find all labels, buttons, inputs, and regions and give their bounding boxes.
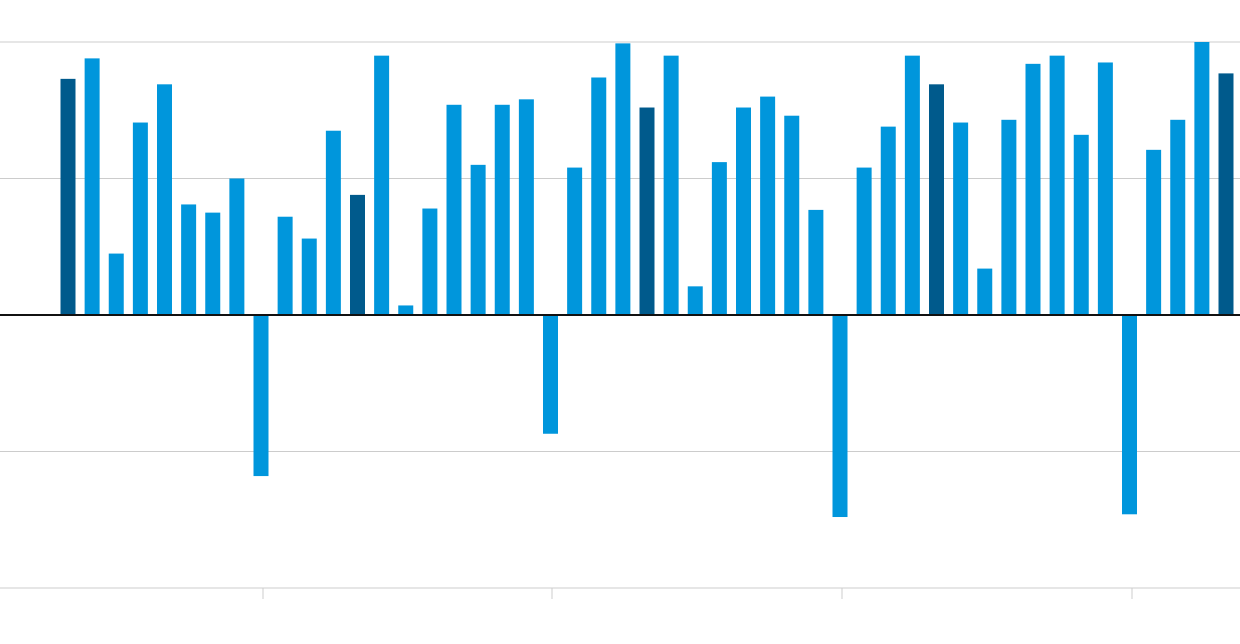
bar <box>1170 119 1186 316</box>
bar <box>1073 134 1089 315</box>
bar <box>1122 315 1137 515</box>
bar <box>856 167 872 315</box>
bar <box>229 178 245 315</box>
bar <box>277 216 293 315</box>
bar <box>108 253 124 315</box>
bar <box>1146 149 1162 315</box>
bar <box>1001 119 1017 316</box>
bar <box>808 209 824 315</box>
bar <box>543 315 558 434</box>
bar <box>711 162 727 315</box>
bar <box>253 315 269 477</box>
bar <box>639 107 655 316</box>
bar <box>953 122 969 315</box>
bar <box>132 122 148 315</box>
bar <box>1025 63 1041 316</box>
bar <box>760 96 776 315</box>
bar <box>977 268 993 315</box>
bar <box>374 55 390 316</box>
bar <box>615 43 631 316</box>
bar <box>422 208 438 315</box>
bar <box>205 212 221 315</box>
bar <box>567 167 583 315</box>
bar <box>325 130 341 315</box>
bar <box>1194 42 1210 315</box>
bar <box>784 115 800 316</box>
bar <box>929 84 944 315</box>
bar <box>1049 55 1065 316</box>
bar <box>687 286 703 315</box>
bar <box>904 55 920 316</box>
bar <box>663 55 679 316</box>
bar <box>84 58 100 315</box>
bar <box>832 315 848 518</box>
bar <box>60 78 76 315</box>
bar <box>301 238 317 315</box>
bar <box>470 164 486 315</box>
bar <box>591 77 607 316</box>
bar <box>880 126 896 315</box>
bar <box>157 84 172 315</box>
bar <box>518 99 534 315</box>
bar <box>494 104 510 315</box>
bar <box>1218 73 1234 316</box>
bar <box>181 204 197 315</box>
bar <box>446 104 462 315</box>
bar <box>398 305 414 315</box>
bar <box>736 107 751 316</box>
bar <box>350 194 365 315</box>
bar <box>1097 62 1113 315</box>
